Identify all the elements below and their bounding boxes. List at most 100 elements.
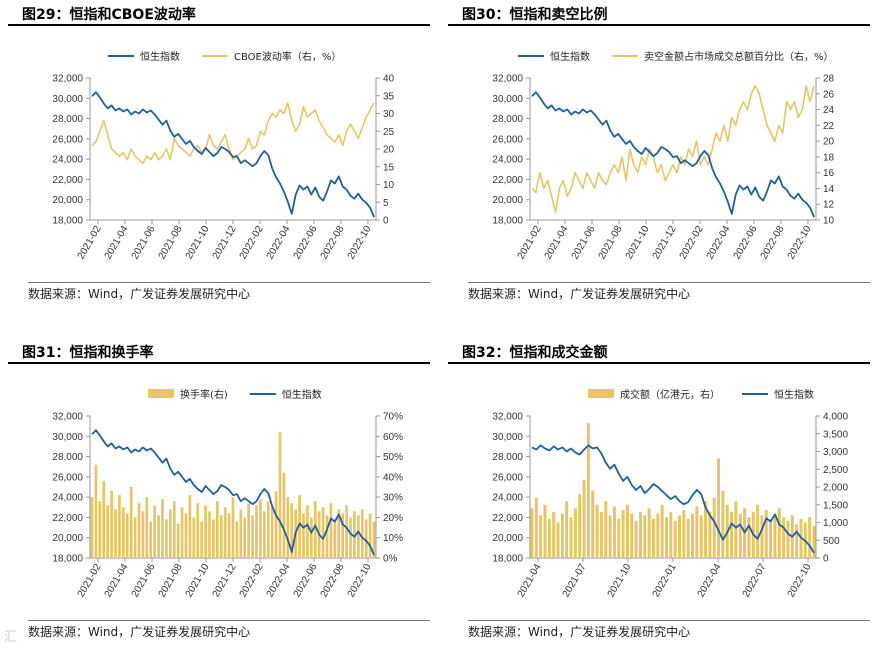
bar-sec	[149, 521, 153, 558]
bar-sec	[168, 509, 172, 558]
left-tick-label: 22,000	[52, 175, 83, 186]
bar-sec	[578, 494, 582, 558]
x-tick-label: 2021-06	[570, 224, 598, 262]
right-tick-label: 10	[823, 216, 835, 227]
right-tick-label: 10	[383, 180, 395, 191]
bar-sec	[204, 505, 207, 558]
bar-sec	[306, 505, 309, 558]
right-tick-label: 24	[823, 105, 835, 116]
legend-swatch-sec	[588, 389, 614, 398]
right-tick-label: 60%	[383, 432, 403, 443]
x-tick-label: 2021-04	[543, 224, 571, 262]
left-tick-label: 30,000	[492, 94, 523, 105]
figure-31-title: 图31：恒指和换手率	[8, 340, 430, 364]
series-line-hsi	[91, 429, 375, 556]
bar-sec	[180, 507, 184, 558]
right-tick-label: 0%	[383, 554, 398, 565]
right-tick-label: 14	[823, 184, 835, 195]
bar-sec	[569, 517, 573, 558]
figure-31-chart: 换手率(右) 恒生指数 32,000 30,000 28,000 26,000 24,000…	[52, 388, 403, 600]
bar-sec	[756, 504, 760, 558]
figure-30-source: 数据来源：Wind，广发证券发展研究中心	[468, 282, 870, 305]
x-tick-label: 2022-07	[741, 562, 769, 600]
figure-30-title: 图30：恒指和卖空比例	[448, 2, 870, 26]
bar-sec	[539, 515, 543, 558]
bar-sec	[165, 519, 168, 558]
x-tick-label: 2021-10	[606, 562, 634, 600]
bar-sec	[699, 515, 703, 558]
x-tick-label: 2021-06	[130, 562, 158, 600]
bar-sec	[184, 513, 188, 558]
figure-32-title: 图32：恒指和成交金额	[448, 340, 870, 364]
bar-sec	[278, 432, 282, 558]
bar-sec	[337, 509, 341, 558]
left-tick-label: 22,000	[52, 513, 83, 524]
bar-sec	[547, 518, 551, 558]
bar-sec	[717, 458, 721, 558]
x-tick-label: 2022-08	[759, 224, 787, 262]
bar-sec	[200, 521, 204, 558]
bar-sec	[137, 503, 141, 558]
x-tick-label: 2022-04	[265, 562, 293, 600]
bar-sec	[630, 513, 634, 558]
right-tick-label: 500	[823, 536, 840, 547]
left-tick-label: 20,000	[492, 195, 523, 206]
x-tick-label: 2022-02	[678, 224, 706, 262]
bar-sec	[360, 509, 364, 558]
bar-sec	[321, 507, 325, 558]
bar-sec	[353, 511, 356, 558]
bar-sec	[786, 520, 790, 558]
series-line-sec	[91, 102, 375, 164]
bar-sec	[325, 515, 329, 558]
bar-sec	[345, 505, 348, 558]
legend-label-sec: 成交额（亿港元，右）	[620, 388, 720, 401]
bar-sec	[617, 518, 621, 558]
bar-sec	[141, 511, 145, 558]
bar-sec	[215, 501, 219, 558]
right-tick-label: 20	[823, 137, 835, 148]
bar-sec	[235, 521, 239, 558]
bar-sec	[133, 517, 137, 558]
left-tick-label: 28,000	[492, 114, 523, 125]
x-tick-label: 2022-06	[292, 562, 320, 600]
bar-sec	[372, 521, 376, 558]
legend-swatch-sec	[148, 389, 174, 398]
bar-sec	[686, 518, 690, 558]
x-tick-label: 2021-10	[184, 224, 212, 262]
bar-sec	[282, 472, 286, 558]
series-line-sec	[531, 85, 815, 213]
bar-sec	[329, 503, 333, 558]
bar-sec	[734, 501, 738, 558]
x-tick-label: 2021-06	[130, 224, 158, 262]
right-tick-label: 1,000	[823, 518, 848, 529]
right-tick-label: 10%	[383, 533, 403, 544]
bar-sec	[153, 505, 157, 558]
x-tick-label: 2021-04	[103, 224, 131, 262]
bar-sec	[270, 507, 274, 558]
right-tick-label: 20	[383, 145, 395, 156]
right-tick-label: 0	[823, 554, 829, 565]
bar-sec	[782, 517, 786, 558]
bar-sec	[708, 511, 712, 558]
left-tick-label: 22,000	[492, 513, 523, 524]
bar-sec	[634, 520, 638, 558]
bar-sec	[556, 522, 560, 558]
bar-sec	[651, 518, 655, 558]
left-tick-label: 26,000	[52, 134, 83, 145]
x-tick-label: 2022-02	[238, 562, 266, 600]
bar-sec	[586, 423, 590, 558]
bar-sec	[364, 519, 368, 558]
x-tick-label: 2021-10	[184, 562, 212, 600]
bar-sec	[656, 513, 660, 558]
right-tick-label: 40	[383, 74, 395, 85]
bar-sec	[129, 487, 133, 558]
right-tick-label: 3,000	[823, 447, 848, 458]
legend-label-sec: 换手率(右)	[180, 388, 228, 401]
bar-sec	[808, 517, 812, 558]
bar-sec	[157, 515, 160, 558]
legend-label-hsi: 恒生指数	[140, 50, 180, 63]
left-tick-label: 26,000	[492, 134, 523, 145]
x-tick-label: 2021-08	[597, 224, 625, 262]
bar-sec	[664, 517, 668, 558]
bar-sec	[94, 464, 98, 558]
